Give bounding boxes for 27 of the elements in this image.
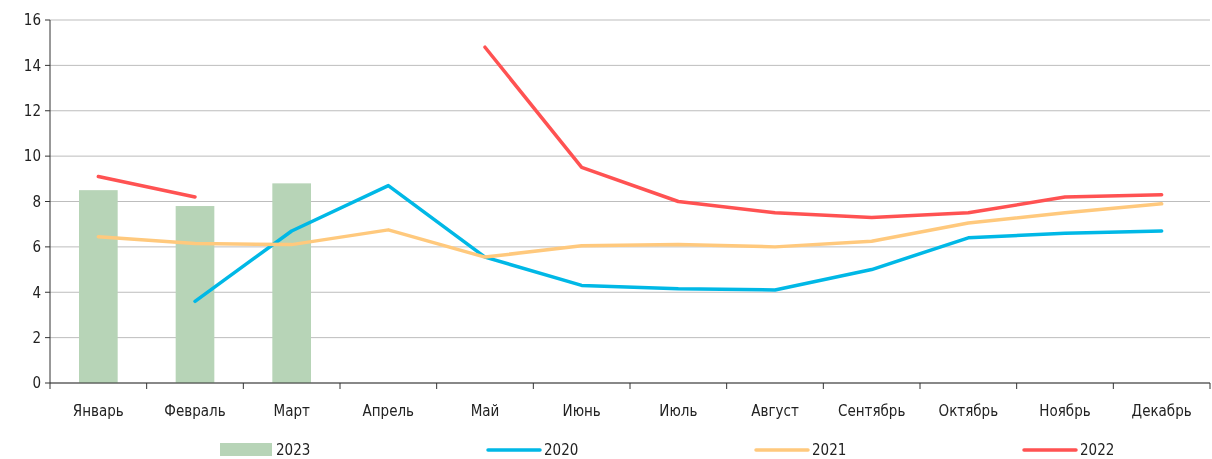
y-tick-label: 0 bbox=[32, 374, 41, 393]
y-tick-label: 2 bbox=[32, 328, 41, 347]
y-tick-label: 16 bbox=[23, 11, 41, 30]
x-tick-label: Апрель bbox=[362, 402, 415, 420]
line-series bbox=[193, 183, 1164, 304]
y-tick-label: 8 bbox=[32, 192, 41, 211]
legend-label: 2023 bbox=[276, 441, 311, 459]
y-tick-label: 12 bbox=[23, 102, 41, 120]
y-tick-label: 14 bbox=[23, 56, 41, 75]
legend-label: 2021 bbox=[812, 441, 847, 459]
y-tick-label: 6 bbox=[32, 238, 41, 257]
x-tick-label: Июль bbox=[659, 402, 698, 420]
legend-label: 2020 bbox=[544, 441, 579, 459]
x-tick-label: Декабрь bbox=[1131, 402, 1192, 420]
line-series bbox=[96, 202, 1164, 259]
y-tick-label: 4 bbox=[32, 283, 41, 302]
x-tick-label: Июнь bbox=[562, 402, 601, 420]
x-tick-label: Ноябрь bbox=[1039, 402, 1091, 420]
x-tick-label: Январь bbox=[72, 402, 124, 420]
x-tick-label: Сентябрь bbox=[837, 402, 906, 420]
legend-label: 2022 bbox=[1080, 441, 1115, 459]
x-tick-label: Май bbox=[470, 402, 500, 420]
y-tick-label: 10 bbox=[23, 147, 41, 166]
x-tick-label: Август bbox=[751, 402, 799, 420]
x-tick-label: Март bbox=[273, 402, 310, 420]
x-tick-label: Февраль bbox=[164, 402, 226, 420]
x-tick-label: Октябрь bbox=[938, 402, 999, 420]
